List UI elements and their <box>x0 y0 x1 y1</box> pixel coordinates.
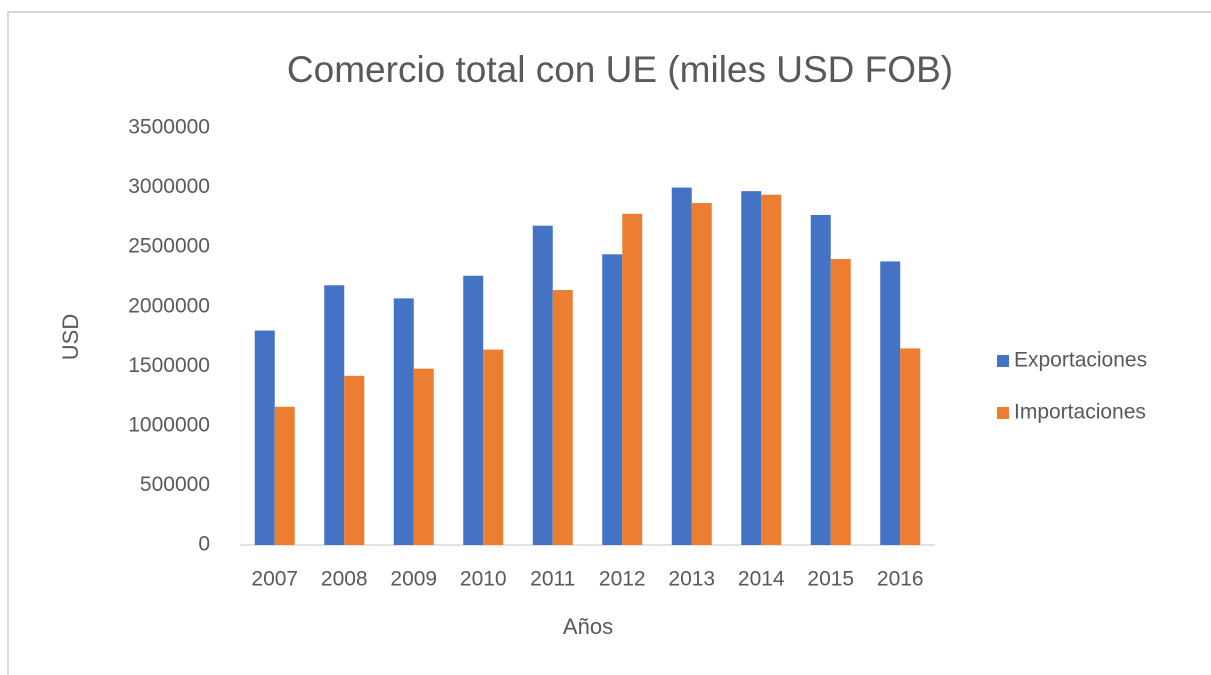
y-tick-label: 3500000 <box>128 116 210 139</box>
legend-label: Exportaciones <box>1014 349 1147 372</box>
y-tick-label: 1500000 <box>128 354 210 377</box>
legend-swatch <box>997 355 1009 367</box>
x-tick-label: 2016 <box>877 568 924 591</box>
bar <box>671 187 692 546</box>
bar <box>602 254 623 545</box>
bar <box>463 275 484 545</box>
x-tick-label: 2011 <box>530 568 575 591</box>
y-tick-label: 1000000 <box>128 413 210 436</box>
x-tick-label: 2012 <box>599 568 646 591</box>
legend-label: Importaciones <box>1014 401 1146 424</box>
y-tick-label: 2000000 <box>128 294 210 317</box>
y-tick-label: 500000 <box>140 473 210 496</box>
x-tick-label: 2015 <box>807 568 854 591</box>
bar <box>393 298 414 545</box>
x-axis-label: Años <box>563 614 613 639</box>
chart-title: Comercio total con UE (miles USD FOB) <box>287 49 953 90</box>
bar <box>413 368 434 545</box>
bar <box>830 259 851 545</box>
y-tick-label: 2500000 <box>128 235 210 258</box>
bar <box>552 290 573 545</box>
chart-border <box>7 11 1211 675</box>
bar <box>741 191 762 545</box>
bar <box>532 225 553 545</box>
bar <box>622 213 643 546</box>
bar <box>483 349 504 545</box>
x-tick-label: 2010 <box>460 568 507 591</box>
x-tick-label: 2014 <box>738 568 785 591</box>
bar <box>324 285 345 545</box>
x-tick-label: 2008 <box>321 568 368 591</box>
legend-swatch <box>997 407 1009 419</box>
y-tick-label: 0 <box>198 533 210 556</box>
x-tick-label: 2013 <box>668 568 715 591</box>
bar <box>274 406 295 545</box>
x-tick-label: 2007 <box>251 568 298 591</box>
bar <box>254 330 275 545</box>
bar <box>691 203 712 545</box>
bar <box>810 214 831 545</box>
bar <box>761 194 782 545</box>
y-tick-label: 3000000 <box>128 175 210 198</box>
x-tick-label: 2009 <box>390 568 437 591</box>
bar <box>880 261 901 545</box>
y-axis-label: USD <box>58 314 83 360</box>
bar <box>344 375 365 545</box>
bar <box>900 348 921 545</box>
